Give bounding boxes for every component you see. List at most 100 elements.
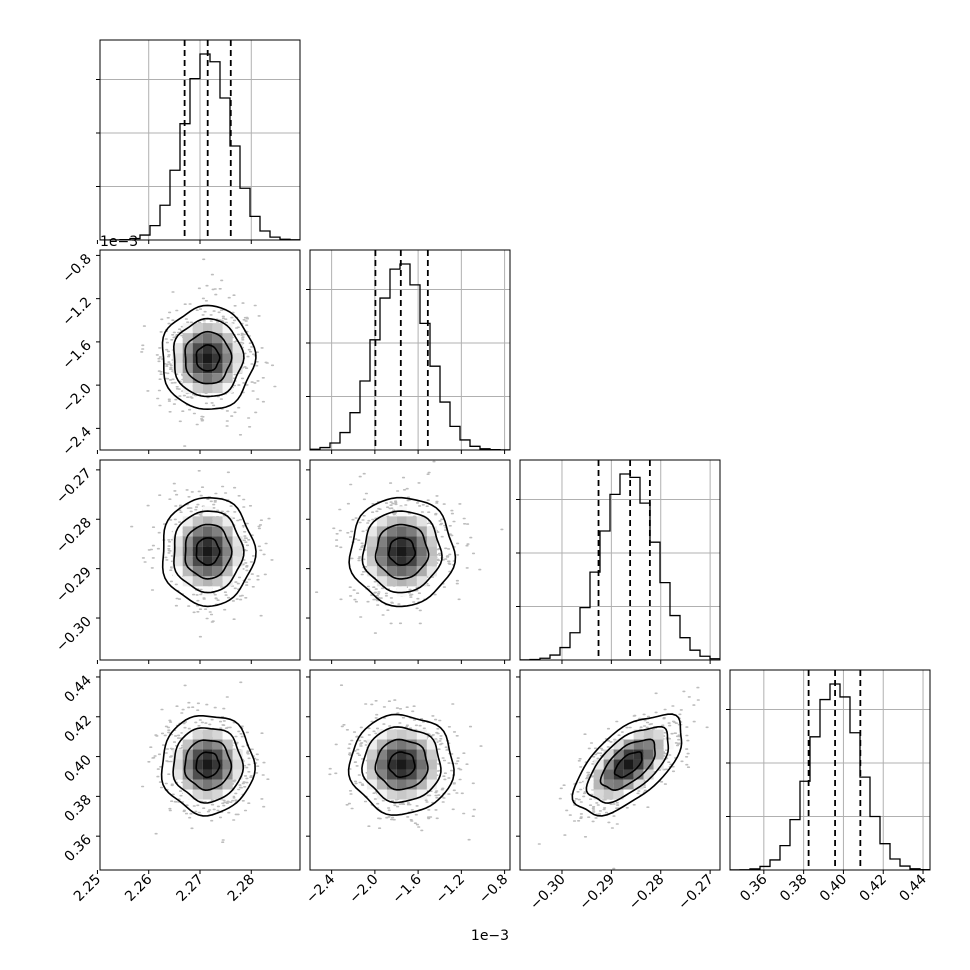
x-tick-label: 0.42 xyxy=(857,872,890,905)
density-cell xyxy=(172,546,183,557)
density-cell xyxy=(386,789,397,800)
density-cell xyxy=(396,556,407,567)
density-cell xyxy=(212,556,223,567)
density-cell xyxy=(222,759,233,770)
density-cell xyxy=(583,779,594,790)
x-tick-label: 0.40 xyxy=(817,872,850,905)
density-cell xyxy=(366,739,377,750)
density-cell xyxy=(182,566,193,577)
density-cell xyxy=(396,566,407,577)
y-tick-label: −2.4 xyxy=(59,424,94,459)
density-cell xyxy=(416,546,427,557)
density-cell xyxy=(386,516,397,527)
density-cell xyxy=(633,749,644,760)
y-tick-label: −0.27 xyxy=(53,465,95,507)
density-cell xyxy=(613,769,624,780)
density-cell xyxy=(426,556,437,567)
panel-frame-4-2 xyxy=(309,669,511,871)
density-cell xyxy=(613,749,624,760)
density-cell xyxy=(643,769,654,780)
density-cell xyxy=(366,536,377,547)
density-cell xyxy=(192,323,203,334)
y-offset-label: 1e−3 xyxy=(100,234,138,250)
axes-layer: 2.25 2.26 2.27 2.28 −2.4 −2.0 −1.6 −1.2 −0.8 −0.3… xyxy=(53,39,931,914)
density-cell xyxy=(182,556,193,567)
density-cell xyxy=(222,729,233,740)
density-cell xyxy=(222,779,233,790)
density-cell xyxy=(623,759,634,770)
density-cell xyxy=(232,546,243,557)
histogram-bars xyxy=(100,53,300,240)
density-cell xyxy=(222,323,233,334)
density-cell xyxy=(232,536,243,547)
density-cell xyxy=(212,779,223,790)
density-cell xyxy=(202,323,213,334)
x-tick-label: −0.27 xyxy=(675,872,717,914)
density-cell xyxy=(232,749,243,760)
contour-line xyxy=(172,317,245,398)
density-cell xyxy=(222,516,233,527)
contour-line xyxy=(347,713,455,816)
density-cell xyxy=(376,546,387,557)
x-offset-label: 1e−3 xyxy=(471,928,509,944)
y-tick-label: 0.44 xyxy=(61,672,94,705)
density-cell xyxy=(603,779,614,790)
contour-line xyxy=(348,496,457,608)
density-cell xyxy=(406,759,417,770)
density-cell xyxy=(376,576,387,587)
density-cell xyxy=(376,536,387,547)
density-cell xyxy=(192,739,203,750)
x-tick-label: 2.28 xyxy=(225,872,258,905)
density-cell xyxy=(396,576,407,587)
contour-line xyxy=(184,330,233,385)
density-cell xyxy=(202,526,213,537)
density-cell xyxy=(192,343,203,354)
density-cell xyxy=(643,759,654,770)
density-cell xyxy=(202,566,213,577)
x-tick-label: −0.30 xyxy=(527,872,569,914)
density-cell xyxy=(416,779,427,790)
y-tick-label: −2.0 xyxy=(59,381,94,416)
density-layer xyxy=(130,258,709,870)
y-tick-label: −0.8 xyxy=(59,251,94,286)
density-cell xyxy=(182,739,193,750)
density-cell xyxy=(623,789,634,800)
density-cell xyxy=(416,729,427,740)
y-tick-label: −0.30 xyxy=(53,614,95,656)
density-cell xyxy=(212,343,223,354)
density-cell xyxy=(182,516,193,527)
density-cell xyxy=(416,789,427,800)
density-cell xyxy=(416,566,427,577)
density-cell xyxy=(192,789,203,800)
density-cell xyxy=(192,729,203,740)
density-cell xyxy=(386,729,397,740)
density-cell xyxy=(593,779,604,790)
density-cell xyxy=(222,333,233,344)
density-cell xyxy=(192,769,203,780)
density-cell xyxy=(406,516,417,527)
density-cell xyxy=(202,536,213,547)
histogram-bars xyxy=(520,473,720,660)
density-cell xyxy=(386,739,397,750)
density-cell xyxy=(386,749,397,760)
x-tick-label: −2.0 xyxy=(346,872,381,907)
density-cell xyxy=(396,739,407,750)
density-cell xyxy=(416,536,427,547)
density-cell xyxy=(376,516,387,527)
contour-line xyxy=(184,523,233,580)
density-cell xyxy=(386,546,397,557)
density-cell xyxy=(192,333,203,344)
density-cell xyxy=(202,333,213,344)
contour-line xyxy=(160,715,256,817)
density-cell xyxy=(633,759,644,770)
density-cell xyxy=(202,749,213,760)
density-cell xyxy=(182,526,193,537)
density-cell xyxy=(192,536,203,547)
density-cell xyxy=(232,353,243,364)
x-tick-label: −0.29 xyxy=(577,872,619,914)
histogram-bars xyxy=(310,263,510,450)
density-cell xyxy=(366,759,377,770)
contour-line xyxy=(571,713,683,817)
density-cell xyxy=(376,769,387,780)
density-cell xyxy=(202,363,213,374)
